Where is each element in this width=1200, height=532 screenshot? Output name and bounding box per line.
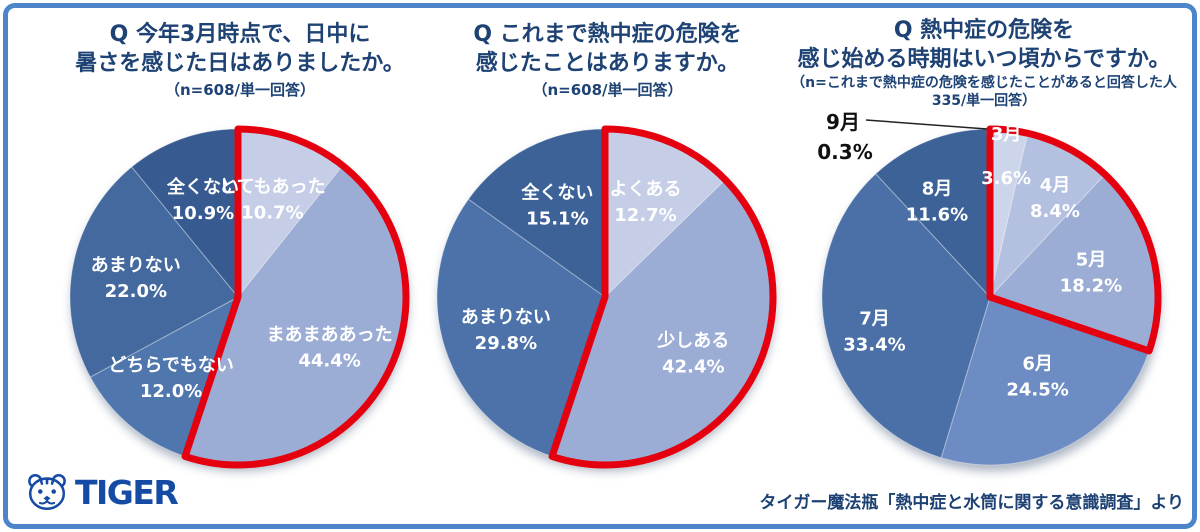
pie2-label-0-name: よくある xyxy=(610,179,682,200)
chart3-sample-note-line-1: （n=これまで熱中症の危険を感じたことがあると回答した人 xyxy=(791,75,1177,91)
pie1-slice-3 xyxy=(69,166,239,378)
pie3-label-4-name: 7月 xyxy=(859,308,890,329)
pie-chart-2: よくある 12.7% 少しある 42.4% あまりない 29.8% 全くない 15.1% xyxy=(436,125,777,469)
chart3-title-line-2: 感じ始める時期はいつ頃からですか。 xyxy=(797,47,1171,72)
pie3-label-1-value: 8.4% xyxy=(1030,201,1080,222)
pie2-label-2-value: 29.8% xyxy=(475,333,537,354)
chart2-title-line-2: 感じたことはありますか。 xyxy=(475,51,740,76)
chart1-sample-note: （n=608/単一回答） xyxy=(164,81,316,99)
chart3-sample-note-line-2: 335/単一回答） xyxy=(931,93,1037,109)
pie3-slice-5 xyxy=(875,128,991,299)
tiger-face-icon xyxy=(28,473,66,511)
pie3-label-4-value: 33.4% xyxy=(843,334,905,355)
tiger-logo: TIGER xyxy=(26,472,179,512)
tiger-logo-text: TIGER xyxy=(75,472,179,512)
chart1-title: Q 今年3月時点で、日中に 暑さを感じた日はありましたか。 （n=608/単一回… xyxy=(40,20,440,100)
pie3-label-5-name: 8月 xyxy=(922,178,953,199)
pie2-label-0-value: 12.7% xyxy=(614,205,676,226)
pie3-label-0-name: 3月 xyxy=(991,124,1022,145)
pie1-label-3-name: あまりない xyxy=(91,255,181,276)
pie1-label-2-value: 12.0% xyxy=(140,381,202,402)
pie2-highlight-outline xyxy=(548,125,777,469)
pie3-label-2-name: 5月 xyxy=(1076,250,1107,271)
pie1-label-3-value: 22.0% xyxy=(105,281,167,302)
pie1-label-1-value: 44.4% xyxy=(298,351,360,372)
chart1-title-line-1: Q 今年3月時点で、日中に xyxy=(109,22,371,47)
pie2-slice-2 xyxy=(436,198,606,458)
pie-chart-3: 3月 3.6% 4月 8.4% 5月 18.2% 6月 24.5% 7月 33.4% 8月 11.6%… xyxy=(817,110,1162,466)
chart2-sample-note: （n=608/単一回答） xyxy=(532,81,683,99)
chart3-title: Q 熱中症の危険を 感じ始める時期はいつ頃からですか。 （n=これまで熱中症の危… xyxy=(772,16,1196,110)
pie3-external-leader-line xyxy=(865,119,988,130)
pie2-label-1-name: 少しある xyxy=(656,330,729,351)
source-note: タイガー魔法瓶「熱中症と水筒に関する意識調査」より xyxy=(759,493,1184,513)
pie3-label-1-name: 4月 xyxy=(1040,175,1071,196)
pie3-label-2-value: 18.2% xyxy=(1060,276,1122,297)
pie2-slice-3 xyxy=(467,128,606,298)
chart3-title-line-1: Q 熱中症の危険を xyxy=(893,18,1075,43)
pie2-label-3-name: 全くない xyxy=(520,181,593,203)
pie3-external-label-name: 9月 xyxy=(826,110,860,134)
pie3-external-label-value: 0.3% xyxy=(817,140,872,164)
pie1-label-0-name: とてもあった xyxy=(219,177,326,198)
pie1-label-1-name: まあまああった xyxy=(267,325,393,346)
pie3-label-5-value: 11.6% xyxy=(906,204,968,225)
pie2-label-1-value: 42.4% xyxy=(662,356,724,377)
pie1-slice-2 xyxy=(89,295,239,458)
pie-chart-1: とてもあった 10.7% まあまああった 44.4% どちらでもない 12.0% あまりない… xyxy=(69,125,410,469)
pie1-highlight-outline xyxy=(181,125,410,469)
chart2-title: Q これまで熱中症の危険を 感じたことはありますか。 （n=608/単一回答） xyxy=(415,20,800,100)
pie2-label-2-name: あまりない xyxy=(461,307,551,328)
pie3-slice-4 xyxy=(821,173,991,459)
pie3-label-3-value: 24.5% xyxy=(1006,380,1068,401)
pie2-label-3-value: 15.1% xyxy=(526,208,588,229)
pie1-label-4-value: 10.9% xyxy=(172,203,234,224)
pie3-highlight-outline xyxy=(986,125,1162,355)
pie3-slice-3 xyxy=(940,296,1150,466)
pie3-label-0-value: 3.6% xyxy=(981,168,1031,189)
pie1-label-0-value: 10.7% xyxy=(241,203,303,224)
chart1-title-line-2: 暑さを感じた日はありましたか。 xyxy=(75,51,405,76)
pie1-label-2-name: どちらでもない xyxy=(108,355,233,376)
pie3-label-3-name: 6月 xyxy=(1022,354,1053,375)
pie1-slice-4 xyxy=(131,128,239,299)
pie1-label-4-name: 全くない xyxy=(166,176,239,198)
chart2-title-line-1: Q これまで熱中症の危険を xyxy=(473,22,742,47)
